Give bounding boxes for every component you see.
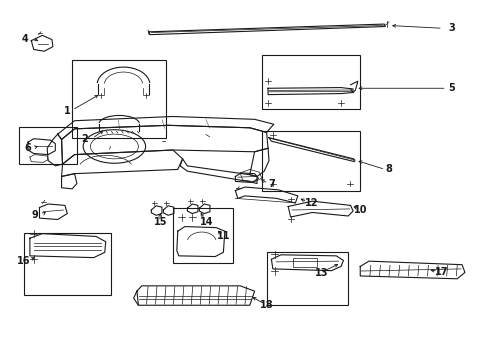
Text: 13: 13 — [315, 269, 329, 279]
Bar — [293, 258, 317, 267]
Text: 16: 16 — [17, 256, 31, 266]
Bar — [267, 252, 348, 305]
Bar — [173, 208, 233, 263]
Text: 17: 17 — [435, 267, 449, 277]
Bar — [24, 233, 111, 294]
Text: 14: 14 — [200, 217, 213, 227]
Text: 8: 8 — [386, 165, 392, 174]
Text: 15: 15 — [154, 217, 168, 227]
Text: 3: 3 — [448, 23, 455, 33]
Text: 5: 5 — [448, 83, 455, 93]
Text: 6: 6 — [24, 143, 31, 153]
Text: 7: 7 — [268, 179, 275, 189]
Bar — [19, 127, 77, 164]
Bar — [262, 131, 360, 190]
Text: 9: 9 — [31, 210, 38, 220]
Bar — [72, 60, 166, 138]
Bar — [262, 55, 360, 109]
Text: 11: 11 — [217, 231, 230, 242]
Text: 18: 18 — [260, 300, 273, 310]
Text: 2: 2 — [81, 134, 88, 144]
Text: 10: 10 — [353, 205, 367, 215]
Text: 4: 4 — [22, 34, 28, 44]
Text: 12: 12 — [304, 198, 318, 208]
Text: 1: 1 — [64, 106, 71, 116]
